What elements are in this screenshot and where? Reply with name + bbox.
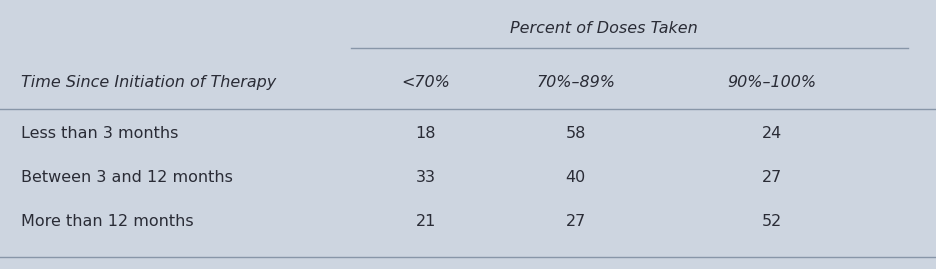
Text: 58: 58 <box>565 126 586 141</box>
Text: 24: 24 <box>762 126 782 141</box>
Text: More than 12 months: More than 12 months <box>21 214 193 229</box>
Text: 27: 27 <box>565 214 586 229</box>
Text: Percent of Doses Taken: Percent of Doses Taken <box>510 21 697 36</box>
Text: 70%–89%: 70%–89% <box>536 75 615 90</box>
Text: 21: 21 <box>416 214 436 229</box>
Text: Less than 3 months: Less than 3 months <box>21 126 178 141</box>
Text: Time Since Initiation of Therapy: Time Since Initiation of Therapy <box>21 75 276 90</box>
Text: 52: 52 <box>762 214 782 229</box>
Text: 90%–100%: 90%–100% <box>727 75 817 90</box>
Text: 18: 18 <box>416 126 436 141</box>
Text: 27: 27 <box>762 170 782 185</box>
Text: Between 3 and 12 months: Between 3 and 12 months <box>21 170 232 185</box>
Text: 40: 40 <box>565 170 586 185</box>
Text: 33: 33 <box>416 170 436 185</box>
Text: <70%: <70% <box>402 75 450 90</box>
